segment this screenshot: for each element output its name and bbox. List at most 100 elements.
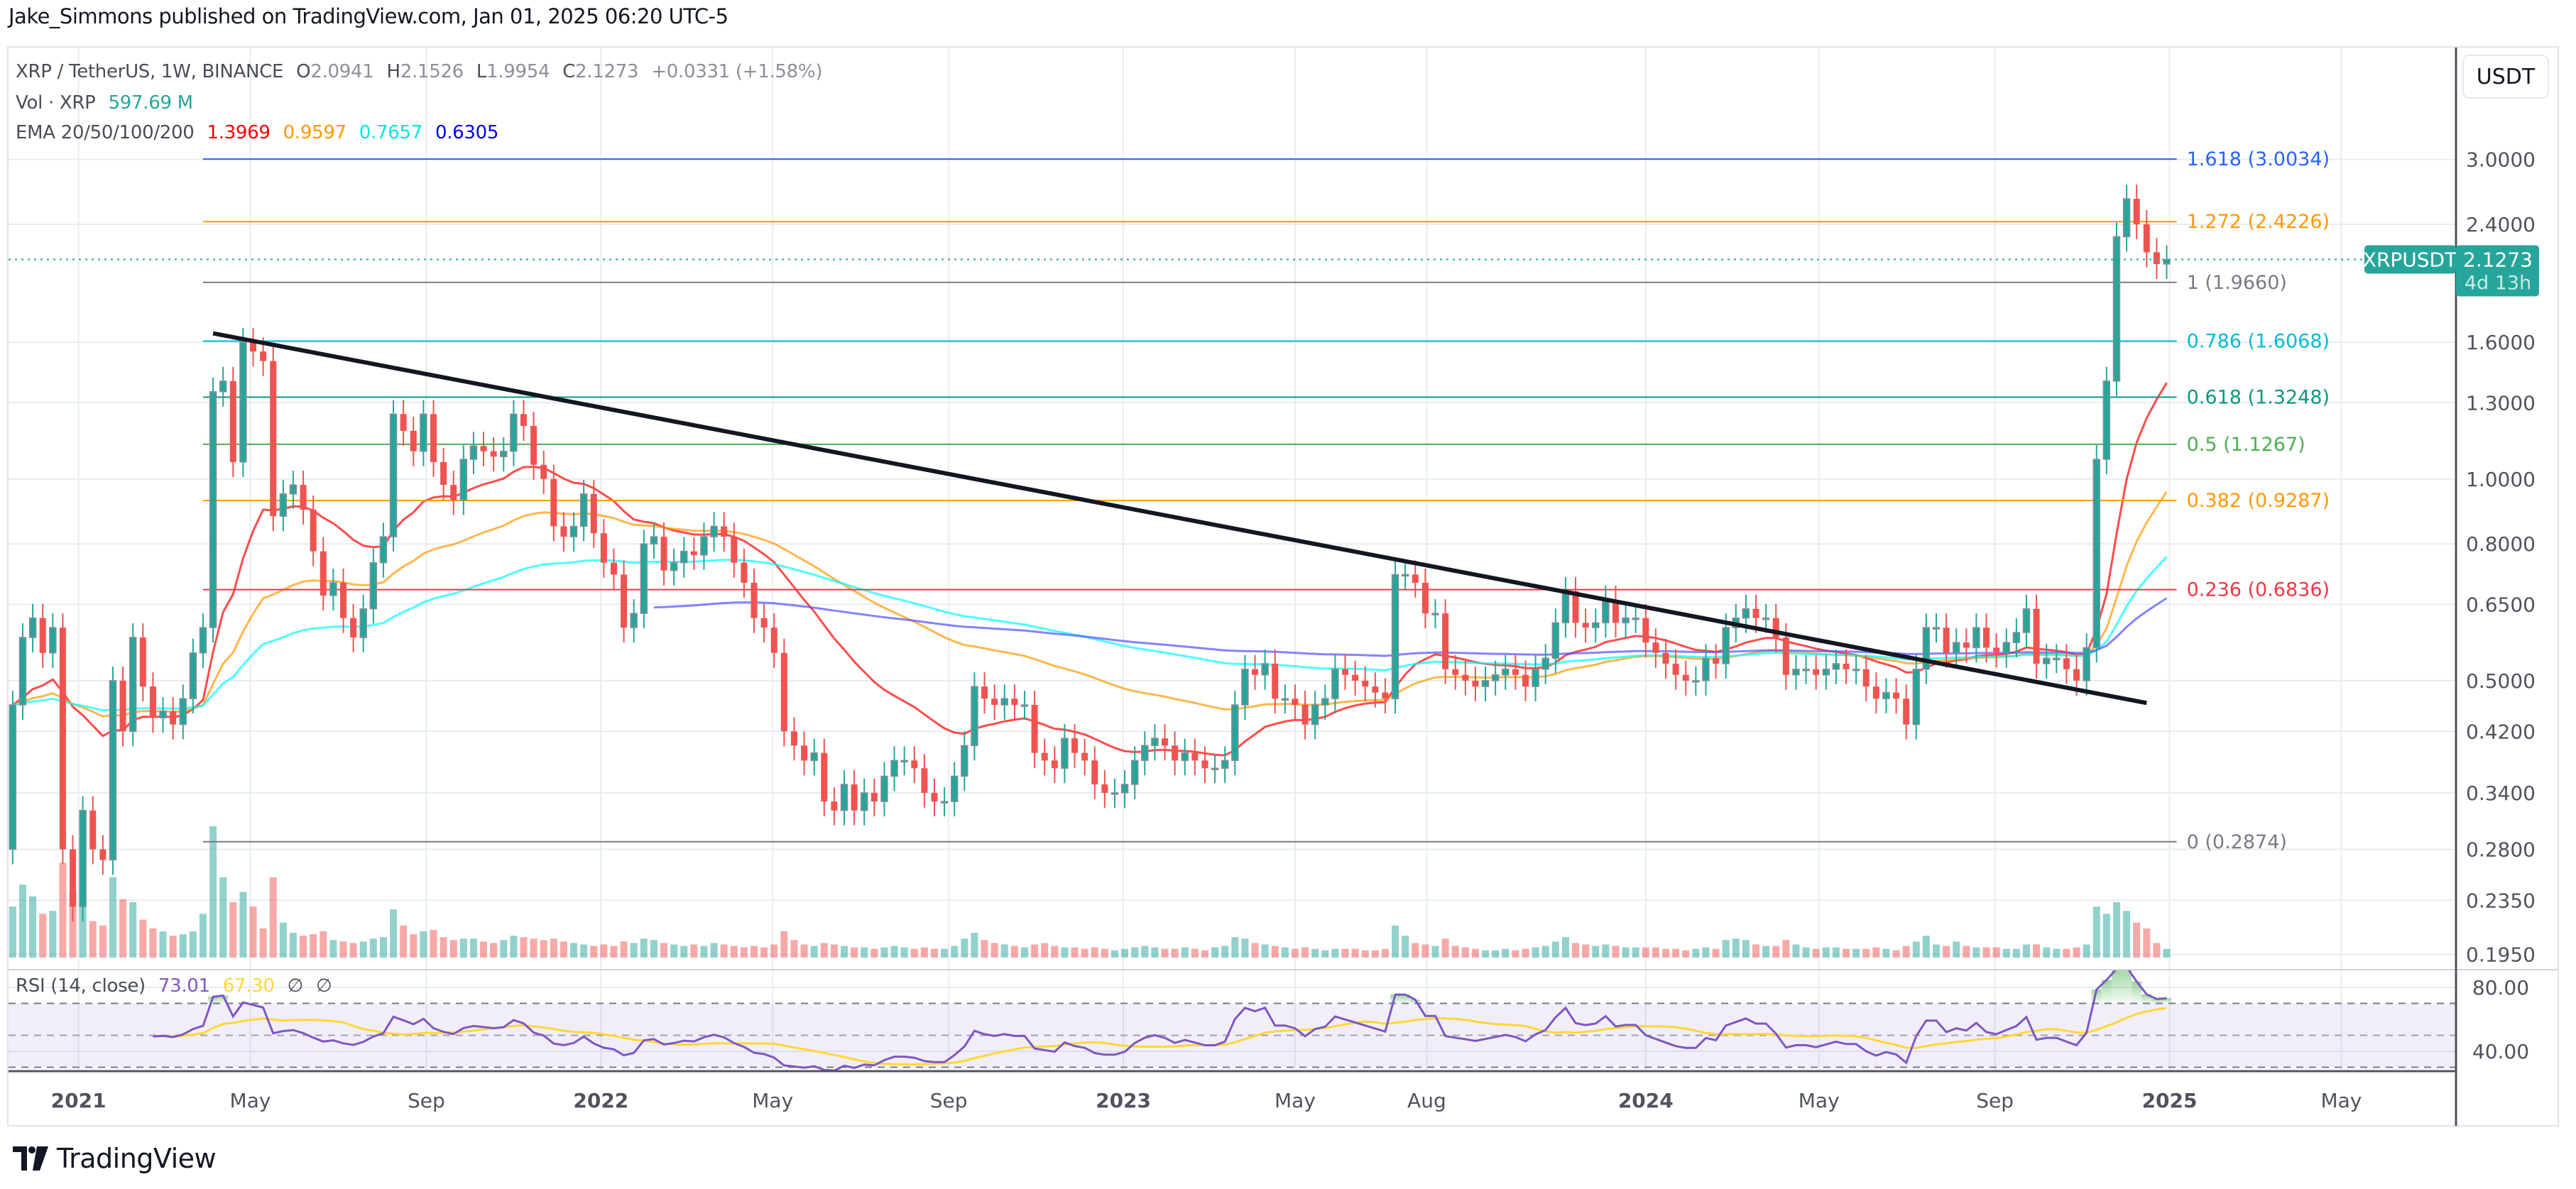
candle-body	[851, 784, 858, 811]
axes[interactable]: 3.0000 2.4000 1.6000 1.3000 1.0000 0.8000 0.65…	[51, 148, 2536, 1112]
tradingview-wordmark: TradingView	[57, 1143, 217, 1174]
volume-bar	[500, 940, 508, 958]
candle-body	[179, 698, 187, 725]
time-tick-label: Aug	[1407, 1089, 1446, 1112]
candle-body	[900, 760, 908, 763]
candle-body	[1101, 784, 1108, 793]
volume-bar	[1431, 946, 1439, 958]
candle-body	[751, 582, 758, 618]
symbol-legend: XRP / TetherUS, 1W, BINANCE O2.0941 H2.1…	[16, 61, 829, 82]
volume-bar	[1652, 947, 1659, 958]
volume-bar	[219, 877, 227, 958]
volume-bar	[2143, 928, 2151, 958]
rsi-ma-line	[153, 1007, 2167, 1065]
candle-body	[1000, 698, 1009, 706]
candle-body	[569, 525, 578, 537]
candle-body	[410, 430, 417, 451]
candle-body	[400, 414, 407, 431]
volume-bar	[1301, 947, 1309, 958]
candle-body	[1462, 674, 1469, 681]
volume-bar	[269, 877, 277, 958]
price-tick-label: 0.6500	[2466, 593, 2536, 616]
candle-body	[680, 550, 688, 564]
volume-bar	[469, 938, 477, 958]
ema200-value: 0.6305	[435, 122, 499, 143]
candle-body	[530, 426, 537, 465]
candle-body	[1872, 686, 1879, 699]
candle-body	[1412, 574, 1419, 583]
candle-body	[1742, 608, 1750, 619]
rsi-tick-label: 40.00	[2472, 1040, 2529, 1063]
rsi-overbought-fill	[2161, 998, 2172, 1004]
candle-body	[741, 562, 748, 583]
candle-body	[650, 536, 658, 544]
candle-body	[1652, 642, 1659, 653]
candle-body	[1752, 608, 1759, 618]
candle-body	[1201, 760, 1208, 769]
ema-200-line	[653, 597, 2168, 657]
candle-body	[1963, 642, 1970, 648]
candle-body	[1292, 698, 1299, 706]
rsi-value: 73.01	[158, 975, 210, 997]
candle-body	[369, 561, 378, 610]
candle-body	[1722, 627, 1730, 664]
candle-body	[1211, 767, 1219, 770]
candle-body	[1943, 628, 1950, 653]
candle-body	[1572, 591, 1579, 623]
volume-bar	[490, 943, 498, 958]
volume-bar	[259, 928, 267, 958]
volume-bar	[1121, 948, 1129, 958]
volume-bar	[1151, 947, 1159, 958]
tradingview-branding[interactable]: TradingView	[13, 1143, 217, 1174]
volume-bar	[2123, 911, 2131, 958]
candle-body	[2133, 199, 2140, 225]
candle-body	[770, 628, 777, 653]
candle-body	[1772, 618, 1779, 638]
candle-body	[890, 760, 898, 777]
volume-bar	[1612, 946, 1620, 958]
fibonacci-retracement[interactable]: 1.618 (3.0034) 1.272 (2.4226) 1 (1.9660) 0.…	[202, 148, 2330, 853]
volume-bar	[1953, 941, 1960, 958]
volume-bar	[1702, 947, 1710, 958]
time-tick-label: May	[2320, 1089, 2362, 1112]
time-tick-label: Sep	[1976, 1089, 2014, 1112]
candle-body	[300, 485, 307, 510]
volume-bar	[1201, 950, 1208, 958]
volume-bar	[1822, 947, 1830, 958]
candle-body	[1882, 691, 1890, 699]
volume-bar	[1642, 947, 1649, 958]
ema-20-line	[12, 382, 2168, 757]
volume-bar	[2053, 948, 2061, 958]
volume-bar	[1532, 947, 1539, 958]
candle-body	[1252, 669, 1259, 675]
candle-body	[320, 551, 327, 596]
currency-button[interactable]: USDT	[2462, 55, 2549, 99]
candle-body	[1431, 613, 1439, 615]
candle-body	[1472, 680, 1479, 687]
volume-bar	[1020, 947, 1028, 958]
volume-bar	[971, 933, 978, 958]
ema-100-line	[12, 556, 2168, 712]
volume-bar	[800, 944, 808, 958]
candle-body	[420, 413, 427, 452]
candle-body	[2022, 608, 2031, 633]
candle-body	[1983, 628, 1990, 648]
volume-bar	[1101, 948, 1108, 958]
volume-bar	[751, 946, 758, 958]
candle-body	[139, 637, 146, 687]
candle-body	[880, 775, 888, 802]
volume-bar	[560, 941, 567, 958]
rsi-overbought-fill	[2151, 999, 2162, 1004]
volume-bar	[1862, 948, 1870, 958]
trendline[interactable]	[212, 331, 2147, 706]
ema20-value: 1.3969	[207, 122, 271, 143]
volume-bar	[710, 943, 718, 958]
candle-body	[1162, 738, 1169, 746]
candle-body	[1932, 627, 1941, 630]
volume-bar	[1852, 948, 1860, 958]
time-tick-label: May	[1799, 1089, 1840, 1112]
candle-body	[520, 414, 527, 427]
volume-bar	[1982, 947, 1990, 958]
candle-body	[239, 341, 247, 463]
